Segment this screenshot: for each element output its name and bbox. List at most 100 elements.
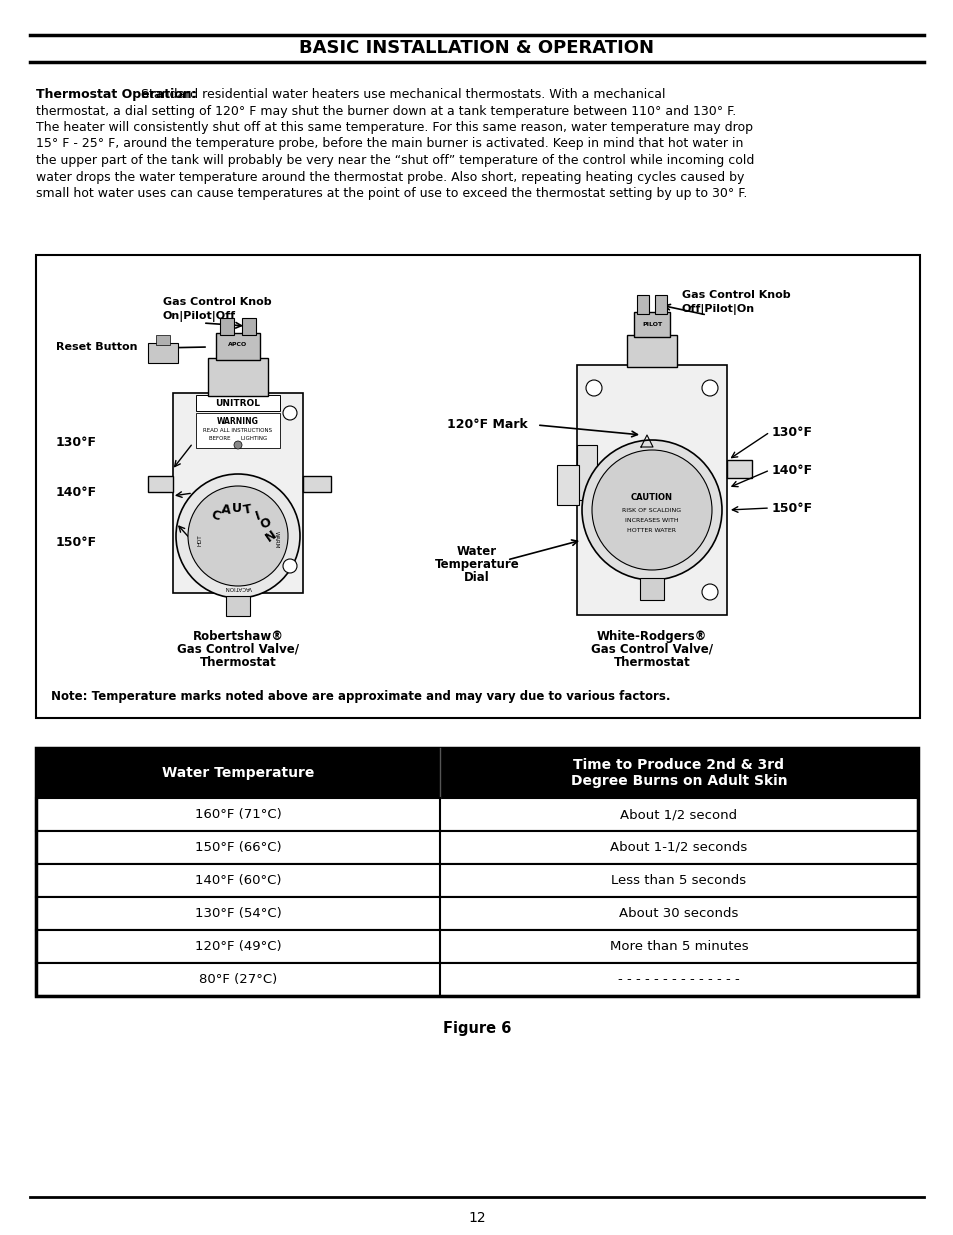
Text: Figure 6: Figure 6: [442, 1021, 511, 1036]
Circle shape: [233, 441, 242, 450]
Text: UNITROL: UNITROL: [215, 399, 260, 408]
Bar: [637, 295, 648, 314]
Text: Water Temperature: Water Temperature: [162, 766, 314, 781]
Text: - - - - - - - - - - - - - -: - - - - - - - - - - - - - -: [618, 973, 740, 986]
Text: WARM: WARM: [274, 531, 278, 548]
Text: water drops the water temperature around the thermostat probe. Also short, repea: water drops the water temperature around…: [36, 170, 743, 184]
Text: Off|Pilot|On: Off|Pilot|On: [681, 304, 755, 315]
Text: READ ALL INSTRUCTIONS: READ ALL INSTRUCTIONS: [203, 427, 273, 432]
Text: O: O: [258, 516, 274, 532]
Text: 150°F: 150°F: [56, 536, 97, 550]
Text: About 1/2 second: About 1/2 second: [619, 808, 737, 821]
Text: VACATION: VACATION: [224, 585, 252, 590]
Text: 12: 12: [468, 1212, 485, 1225]
Text: Gas Control Valve/: Gas Control Valve/: [590, 643, 712, 656]
Text: 120°F (49°C): 120°F (49°C): [194, 940, 281, 953]
Bar: [303, 475, 331, 492]
Bar: [215, 333, 260, 359]
Circle shape: [585, 380, 601, 396]
Bar: [557, 466, 578, 505]
Text: Gas Control Knob: Gas Control Knob: [681, 290, 790, 300]
Bar: [655, 295, 666, 314]
Text: WARNING: WARNING: [217, 416, 258, 426]
Text: The heater will consistently shut off at this same temperature. For this same re: The heater will consistently shut off at…: [36, 121, 752, 135]
Text: On|Pilot|Off: On|Pilot|Off: [163, 311, 236, 322]
Text: U: U: [232, 501, 242, 515]
Text: 140°F: 140°F: [56, 487, 97, 499]
Text: 130°F: 130°F: [56, 436, 97, 450]
Text: A: A: [220, 503, 232, 517]
Text: Gas Control Knob: Gas Control Knob: [163, 296, 272, 308]
Text: Reset Button: Reset Button: [56, 342, 137, 352]
Text: Note: Temperature marks noted above are approximate and may vary due to various : Note: Temperature marks noted above are …: [51, 690, 670, 703]
Circle shape: [581, 440, 721, 580]
Text: 80°F (27°C): 80°F (27°C): [198, 973, 276, 986]
Text: Less than 5 seconds: Less than 5 seconds: [611, 874, 746, 887]
Text: Water: Water: [456, 545, 497, 558]
Circle shape: [701, 584, 718, 600]
Bar: [242, 317, 255, 335]
Text: 150°F (66°C): 150°F (66°C): [194, 841, 281, 853]
Text: HOT: HOT: [197, 535, 202, 546]
Bar: [626, 335, 677, 367]
Text: RISK OF SCALDING: RISK OF SCALDING: [621, 508, 680, 513]
Bar: [148, 475, 172, 492]
Bar: [226, 597, 250, 616]
Text: BASIC INSTALLATION & OPERATION: BASIC INSTALLATION & OPERATION: [299, 40, 654, 57]
Bar: [220, 317, 233, 335]
Bar: [172, 393, 303, 593]
Bar: [36, 864, 917, 897]
Bar: [195, 412, 280, 448]
Text: BEFORE      LIGHTING: BEFORE LIGHTING: [209, 436, 267, 441]
Circle shape: [283, 559, 296, 573]
Bar: [639, 578, 663, 600]
Text: small hot water uses can cause temperatures at the point of use to exceed the th: small hot water uses can cause temperatu…: [36, 186, 746, 200]
Text: Thermostat Operation:: Thermostat Operation:: [36, 88, 196, 101]
Bar: [36, 748, 917, 798]
Circle shape: [592, 450, 711, 571]
Bar: [36, 831, 917, 864]
Bar: [36, 930, 917, 963]
Text: 130°F: 130°F: [771, 426, 812, 438]
Text: Thermostat: Thermostat: [613, 656, 690, 669]
Bar: [148, 343, 178, 363]
Text: 140°F: 140°F: [771, 463, 812, 477]
Text: Gas Control Valve/: Gas Control Valve/: [177, 643, 298, 656]
Bar: [36, 748, 917, 995]
Text: Robertshaw®: Robertshaw®: [193, 630, 283, 643]
Text: CAUTION: CAUTION: [630, 494, 672, 503]
Text: 130°F (54°C): 130°F (54°C): [194, 906, 281, 920]
Text: Thermostat: Thermostat: [199, 656, 276, 669]
Text: About 1-1/2 seconds: About 1-1/2 seconds: [610, 841, 747, 853]
Bar: [36, 254, 919, 718]
Text: 120°F Mark: 120°F Mark: [447, 419, 527, 431]
Text: 140°F (60°C): 140°F (60°C): [194, 874, 281, 887]
Text: I: I: [253, 509, 262, 522]
Bar: [634, 312, 669, 337]
Circle shape: [701, 380, 718, 396]
Bar: [36, 963, 917, 995]
Text: 15° F - 25° F, around the temperature probe, before the main burner is activated: 15° F - 25° F, around the temperature pr…: [36, 137, 742, 151]
Circle shape: [175, 474, 299, 598]
Circle shape: [188, 487, 288, 585]
Bar: [36, 897, 917, 930]
Text: Standard residential water heaters use mechanical thermostats. With a mechanical: Standard residential water heaters use m…: [141, 88, 665, 101]
Bar: [577, 366, 726, 615]
Bar: [726, 459, 751, 478]
Circle shape: [283, 406, 296, 420]
Text: Time to Produce 2nd & 3rd
Degree Burns on Adult Skin: Time to Produce 2nd & 3rd Degree Burns o…: [570, 758, 786, 788]
Text: About 30 seconds: About 30 seconds: [618, 906, 738, 920]
Text: White-Rodgers®: White-Rodgers®: [597, 630, 706, 643]
Text: PILOT: PILOT: [641, 321, 661, 326]
Text: N: N: [263, 527, 278, 545]
Text: 160°F (71°C): 160°F (71°C): [194, 808, 281, 821]
Text: the upper part of the tank will probably be very near the “shut off” temperature: the upper part of the tank will probably…: [36, 154, 754, 167]
Text: More than 5 minutes: More than 5 minutes: [609, 940, 747, 953]
Text: 150°F: 150°F: [771, 501, 812, 515]
Text: Temperature: Temperature: [435, 558, 518, 571]
Text: HOTTER WATER: HOTTER WATER: [627, 527, 676, 532]
Text: INCREASES WITH: INCREASES WITH: [624, 517, 679, 522]
Text: C: C: [210, 509, 222, 524]
Bar: [577, 445, 597, 500]
Bar: [195, 395, 280, 411]
